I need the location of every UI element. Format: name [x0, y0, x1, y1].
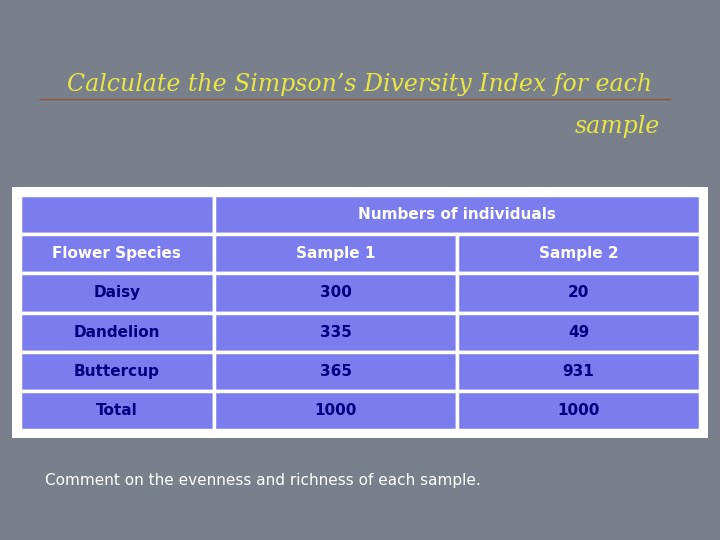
Bar	[457, 352, 700, 391]
Bar	[20, 234, 214, 273]
Bar	[214, 313, 457, 352]
Bar	[214, 273, 457, 313]
Bar	[20, 273, 214, 313]
Bar	[214, 391, 457, 430]
Text: 20: 20	[568, 286, 589, 300]
Bar	[20, 195, 214, 234]
Text: Flower Species: Flower Species	[53, 246, 181, 261]
Text: 931: 931	[563, 364, 595, 379]
Text: 1000: 1000	[557, 403, 600, 418]
Bar	[12, 187, 708, 438]
Text: Dandelion: Dandelion	[73, 325, 160, 340]
Bar	[457, 391, 700, 430]
Text: sample: sample	[575, 116, 660, 138]
Text: Sample 1: Sample 1	[296, 246, 375, 261]
Bar	[20, 313, 214, 352]
Bar	[20, 352, 214, 391]
Text: Daisy: Daisy	[94, 286, 140, 300]
Text: 49: 49	[568, 325, 589, 340]
Text: Calculate the Simpson’s Diversity Index for each: Calculate the Simpson’s Diversity Index …	[68, 73, 652, 97]
Text: 335: 335	[320, 325, 351, 340]
Bar	[457, 313, 700, 352]
Text: Numbers of individuals: Numbers of individuals	[358, 207, 556, 222]
Text: Total: Total	[96, 403, 138, 418]
Bar	[214, 352, 457, 391]
Bar	[20, 391, 214, 430]
Text: Sample 2: Sample 2	[539, 246, 618, 261]
Bar	[214, 195, 700, 234]
Text: Buttercup: Buttercup	[74, 364, 160, 379]
Text: 300: 300	[320, 286, 351, 300]
Text: 1000: 1000	[315, 403, 356, 418]
Text: Comment on the evenness and richness of each sample.: Comment on the evenness and richness of …	[45, 472, 481, 488]
Text: 365: 365	[320, 364, 351, 379]
Bar	[457, 234, 700, 273]
Bar	[214, 234, 457, 273]
Bar	[457, 273, 700, 313]
